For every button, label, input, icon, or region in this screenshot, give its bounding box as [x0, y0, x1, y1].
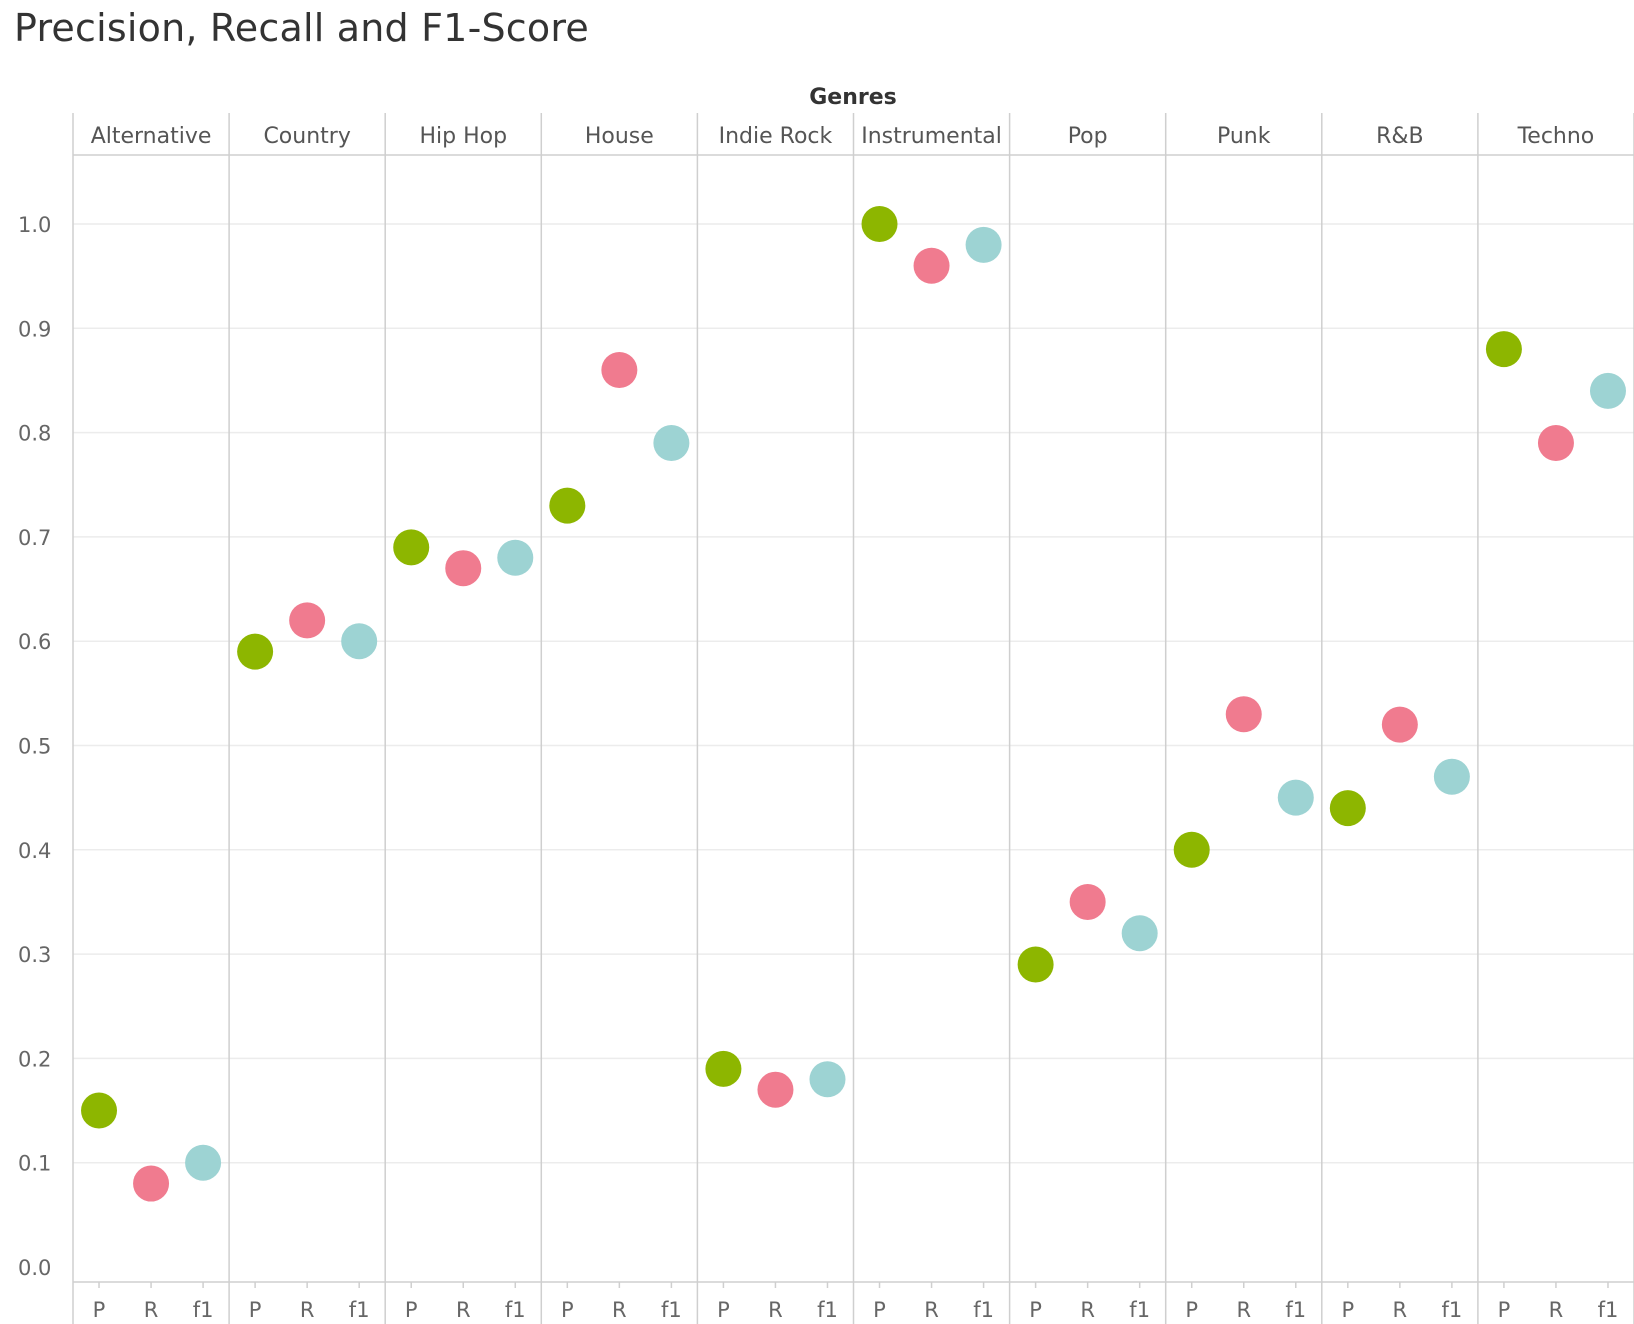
- genre-header-hip-hop: Hip Hop: [419, 124, 507, 149]
- point-pop-r: [1069, 883, 1106, 920]
- point-punk-r: [1225, 696, 1262, 733]
- point-techno-f1: [1589, 372, 1626, 409]
- point-house-f1: [653, 425, 690, 462]
- point-hip-hop-p: [393, 529, 430, 566]
- y-tick-label: 0.7: [18, 526, 51, 550]
- point-punk-f1: [1277, 779, 1314, 816]
- metric-label-p: P: [1185, 1298, 1198, 1322]
- genre-header-punk: Punk: [1217, 124, 1271, 149]
- metric-label-p: P: [561, 1298, 574, 1322]
- metric-label-r: R: [144, 1298, 159, 1322]
- point-randb-r: [1381, 706, 1418, 743]
- point-punk-p: [1173, 831, 1210, 868]
- y-tick-label: 0.1: [18, 1152, 51, 1176]
- genre-header-alternative: Alternative: [91, 124, 212, 149]
- y-tick-label: 0.2: [18, 1047, 51, 1071]
- point-instrumental-f1: [965, 226, 1002, 263]
- metric-label-f1: f1: [1129, 1298, 1150, 1322]
- y-tick-label: 1.0: [18, 213, 51, 237]
- point-indie-rock-p: [705, 1050, 742, 1087]
- genre-header-instrumental: Instrumental: [861, 124, 1002, 149]
- y-tick-label: 0.4: [18, 839, 51, 863]
- metric-label-r: R: [1080, 1298, 1095, 1322]
- data-points: [81, 206, 1626, 1202]
- genre-header-techno: Techno: [1517, 124, 1595, 149]
- genre-headers: Alternative Country Hip Hop House Indie Rock…: [91, 124, 1595, 149]
- metric-label-f1: f1: [661, 1298, 682, 1322]
- y-tick-label: 0.9: [18, 317, 51, 341]
- point-instrumental-p: [861, 206, 898, 242]
- metric-label-r: R: [612, 1298, 627, 1322]
- point-country-p: [237, 633, 274, 670]
- metric-label-r: R: [1549, 1298, 1564, 1322]
- metric-label-p: P: [249, 1298, 262, 1322]
- column-axis-title: Genres: [809, 85, 897, 110]
- point-pop-f1: [1121, 915, 1158, 952]
- metric-label-p: P: [717, 1298, 730, 1322]
- point-techno-r: [1537, 425, 1574, 462]
- chart-title: Precision, Recall and F1-Score: [14, 6, 589, 50]
- point-house-p: [549, 487, 586, 524]
- point-alternative-f1: [185, 1144, 222, 1181]
- point-randb-f1: [1433, 758, 1470, 795]
- metric-label-f1: f1: [1598, 1298, 1619, 1322]
- metric-label-r: R: [1393, 1298, 1408, 1322]
- metric-label-r: R: [768, 1298, 783, 1322]
- point-instrumental-r: [913, 247, 950, 284]
- point-pop-p: [1017, 946, 1054, 983]
- point-hip-hop-r: [445, 550, 482, 587]
- point-country-r: [289, 602, 326, 639]
- y-tick-label: 0.8: [18, 422, 51, 446]
- metric-label-f1: f1: [505, 1298, 526, 1322]
- y-tick-label: 0.6: [18, 630, 51, 654]
- metric-label-p: P: [405, 1298, 418, 1322]
- point-hip-hop-f1: [497, 539, 534, 576]
- point-house-r: [601, 352, 638, 389]
- point-alternative-p: [81, 1092, 118, 1129]
- point-indie-rock-r: [757, 1071, 794, 1108]
- metric-label-p: P: [873, 1298, 886, 1322]
- genre-header-country: Country: [263, 124, 350, 149]
- point-indie-rock-f1: [809, 1061, 846, 1098]
- metric-label-r: R: [300, 1298, 315, 1322]
- point-randb-p: [1329, 790, 1366, 827]
- point-alternative-r: [133, 1165, 170, 1202]
- genre-header-indie-rock: Indie Rock: [719, 124, 833, 149]
- genre-header-pop: Pop: [1068, 124, 1108, 149]
- metric-label-p: P: [1498, 1298, 1511, 1322]
- y-tick-label: 0.3: [18, 943, 51, 967]
- metric-label-f1: f1: [1442, 1298, 1463, 1322]
- metric-label-f1: f1: [1285, 1298, 1306, 1322]
- genre-header-randb: R&B: [1376, 124, 1424, 149]
- metric-label-f1: f1: [973, 1298, 994, 1322]
- genre-header-house: House: [585, 124, 654, 149]
- metric-label-p: P: [1341, 1298, 1354, 1322]
- metric-label-f1: f1: [193, 1298, 214, 1322]
- panel-frame: [72, 113, 1634, 1324]
- y-tick-label: 0.0: [18, 1256, 51, 1280]
- metric-label-r: R: [1236, 1298, 1251, 1322]
- y-axis-ticks: 0.0 0.1 0.2 0.3 0.4 0.5 0.6 0.7 0.8 0.9 1.0: [18, 213, 51, 1280]
- metric-label-r: R: [924, 1298, 939, 1322]
- metric-label-p: P: [93, 1298, 106, 1322]
- metric-label-f1: f1: [349, 1298, 370, 1322]
- metric-label-f1: f1: [817, 1298, 838, 1322]
- metric-label-r: R: [456, 1298, 471, 1322]
- y-tick-label: 0.5: [18, 735, 51, 759]
- point-techno-p: [1485, 331, 1522, 368]
- point-country-f1: [341, 623, 378, 660]
- metric-label-p: P: [1029, 1298, 1042, 1322]
